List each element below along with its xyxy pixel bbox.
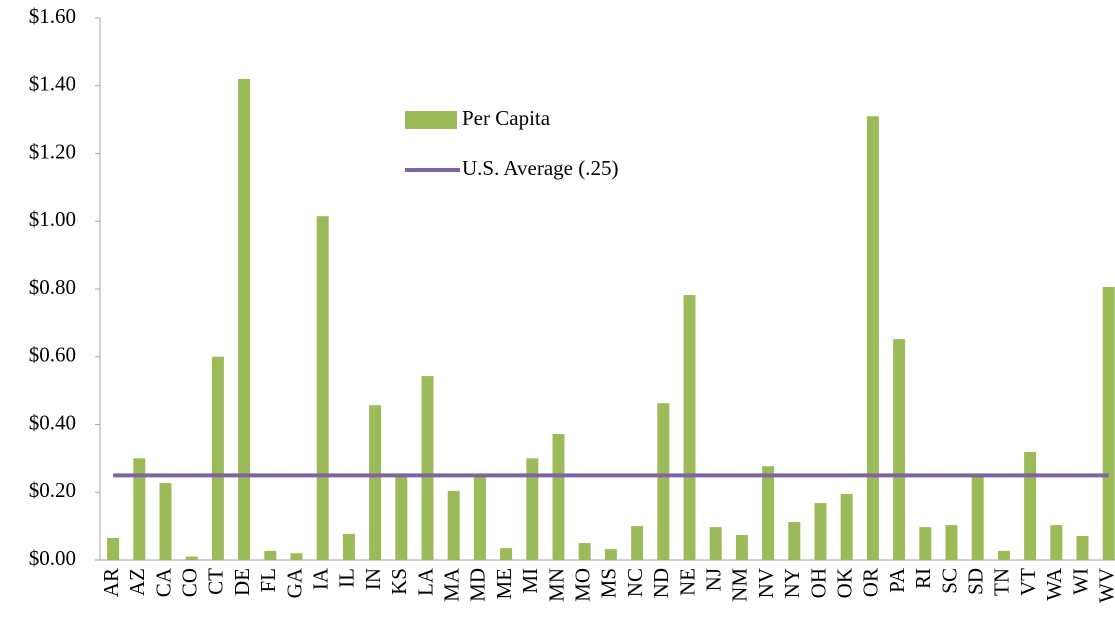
legend-label: Per Capita [462,106,551,130]
bar [604,549,617,560]
x-tick-label: NC [623,568,647,597]
x-tick-label: MI [518,568,542,594]
x-tick-label: WI [1068,568,1092,595]
bar [500,548,513,560]
bar [657,403,670,560]
y-tick-label: $0.80 [29,275,76,299]
x-tick-label: ND [649,568,673,598]
x-tick-label: TN [990,568,1014,596]
x-tick-label: KS [387,568,411,595]
x-tick-label: SD [964,568,988,595]
x-tick-label: WV [1095,568,1115,603]
bar [1076,535,1089,560]
x-tick-label: SC [937,568,961,594]
x-tick-label: OK [833,568,857,598]
x-tick-label: DE [230,568,254,596]
x-tick-label: CT [204,568,228,595]
bar [840,493,853,560]
x-tick-label: PA [885,567,909,593]
y-tick-label: $0.60 [29,343,76,367]
bar [264,550,277,560]
bar [919,527,932,560]
bar [683,295,696,560]
x-tick-label: ME [492,568,516,600]
bar [893,339,906,560]
x-tick-label: RI [911,568,935,589]
y-tick-label: $1.20 [29,139,76,163]
bar [369,405,382,560]
bar [473,477,486,560]
x-tick-label: MD [466,568,490,602]
y-tick-label: $1.40 [29,72,76,96]
y-tick-label: $0.00 [29,546,76,570]
x-tick-label: OH [806,568,830,598]
bar [945,525,958,560]
bar [631,526,644,560]
x-tick-label: CA [151,567,175,597]
bar [447,490,460,560]
bar [552,433,565,560]
x-tick-label: AR [99,568,123,597]
legend-label: U.S. Average (.25) [462,156,619,180]
x-tick-label: NV [754,568,778,598]
bar [1102,286,1115,560]
legend-swatch [405,111,457,129]
bar [578,543,591,560]
x-tick-label: OR [859,568,883,597]
x-tick-label: MO [571,568,595,602]
bar [290,553,303,560]
bar [762,466,775,560]
x-tick-label: VT [1016,568,1040,596]
bar [133,458,146,560]
bar [185,556,198,560]
x-tick-label: NJ [702,568,726,591]
x-tick-label: CO [178,568,202,597]
bar [735,534,748,560]
bar [238,78,251,560]
bar [709,527,722,560]
bar [211,356,224,560]
x-tick-label: GA [282,567,306,598]
x-tick-label: AZ [125,568,149,596]
x-tick-label: IN [361,568,385,590]
x-tick-label: IA [309,567,333,590]
x-tick-label: WA [1042,567,1066,600]
x-tick-label: MN [544,568,568,602]
x-tick-label: NY [780,568,804,598]
bar [866,116,879,561]
x-tick-label: NM [728,568,752,602]
y-tick-label: $0.20 [29,478,76,502]
y-tick-label: $1.00 [29,207,76,231]
bar [107,537,120,560]
bar [1024,451,1037,560]
bar [316,216,329,560]
bar [395,477,408,560]
bar [159,483,172,560]
x-tick-label: FL [256,568,280,593]
x-tick-label: LA [413,567,437,596]
bar [971,475,984,560]
y-tick-label: $0.40 [29,410,76,434]
bar [1050,525,1063,560]
bar [526,458,539,560]
bar [342,533,355,560]
y-tick-label: $1.60 [29,4,76,28]
bar [788,522,801,560]
x-tick-label: IL [335,568,359,588]
bar [814,503,827,560]
bar [421,376,434,560]
x-tick-label: MA [440,567,464,602]
bar [997,550,1010,560]
x-tick-label: NE [675,568,699,596]
x-tick-label: MS [597,568,621,598]
